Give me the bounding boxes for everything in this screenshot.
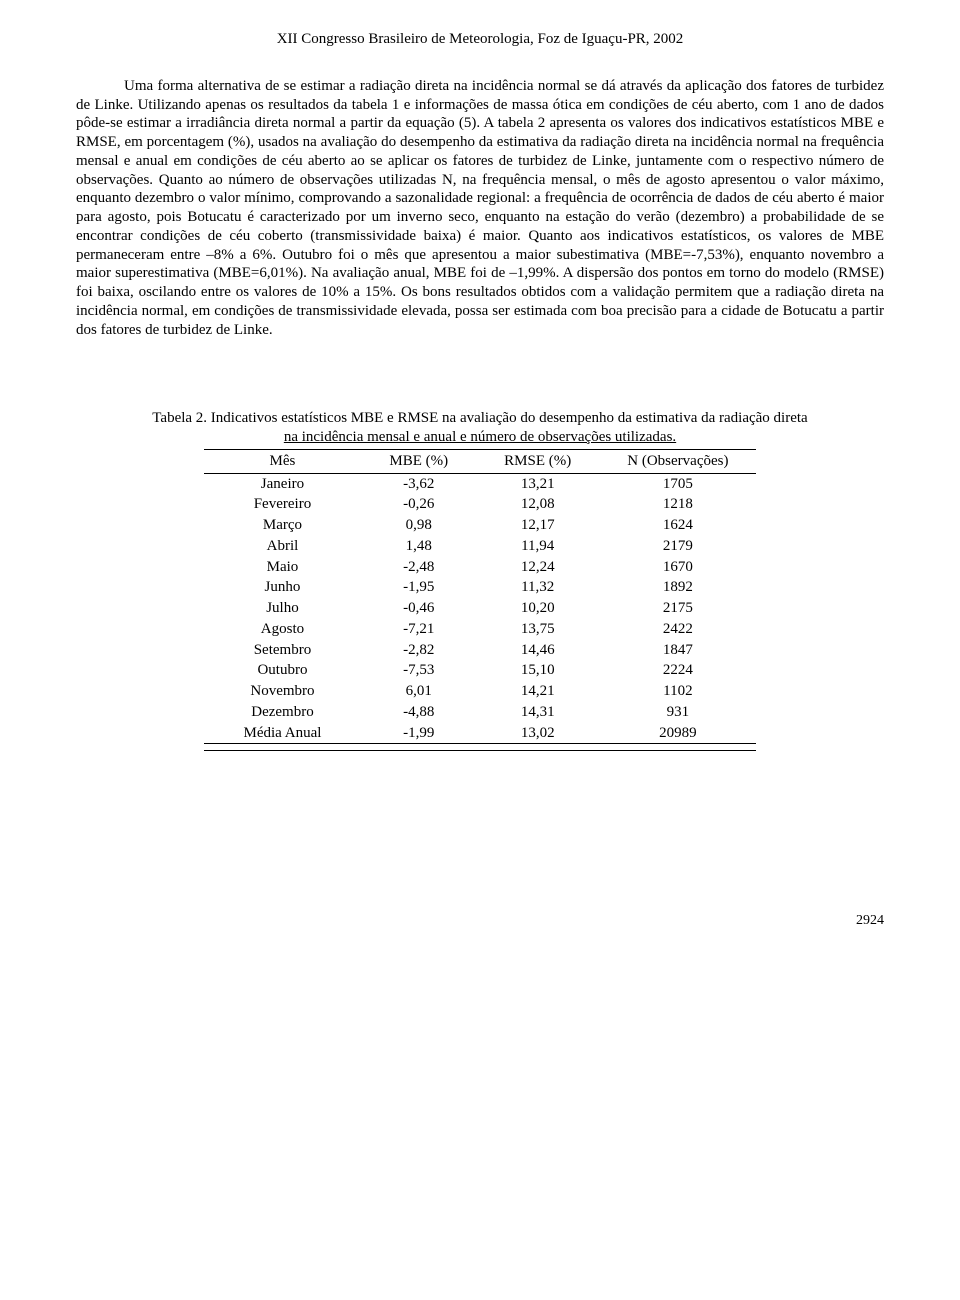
table-row: Outubro-7,5315,102224: [204, 660, 757, 681]
cell-mbe: -3,62: [361, 473, 476, 494]
cell-month: Fevereiro: [204, 494, 362, 515]
cell-rmse: 11,94: [476, 536, 599, 557]
cell-n: 20989: [599, 723, 756, 744]
cell-n: 1705: [599, 473, 756, 494]
table-row: Janeiro-3,6213,211705: [204, 473, 757, 494]
cell-mbe: -7,21: [361, 619, 476, 640]
cell-mbe: -2,82: [361, 640, 476, 661]
table-row: Novembro6,0114,211102: [204, 681, 757, 702]
cell-rmse: 15,10: [476, 660, 599, 681]
cell-month: Abril: [204, 536, 362, 557]
table-row: Abril1,4811,942179: [204, 536, 757, 557]
cell-month: Média Anual: [204, 723, 362, 744]
cell-n: 2422: [599, 619, 756, 640]
cell-n: 1670: [599, 557, 756, 578]
cell-rmse: 13,21: [476, 473, 599, 494]
cell-rmse: 12,24: [476, 557, 599, 578]
table-row: Setembro-2,8214,461847: [204, 640, 757, 661]
cell-month: Setembro: [204, 640, 362, 661]
col-n: N (Observações): [599, 449, 756, 473]
cell-mbe: 1,48: [361, 536, 476, 557]
cell-rmse: 13,02: [476, 723, 599, 744]
cell-mbe: -0,26: [361, 494, 476, 515]
cell-month: Maio: [204, 557, 362, 578]
caption-line-2: na incidência mensal e anual e número de…: [284, 429, 676, 445]
cell-mbe: -2,48: [361, 557, 476, 578]
cell-month: Dezembro: [204, 702, 362, 723]
cell-month: Novembro: [204, 681, 362, 702]
table-rule: [204, 751, 757, 753]
cell-n: 1847: [599, 640, 756, 661]
cell-month: Outubro: [204, 660, 362, 681]
cell-mbe: -7,53: [361, 660, 476, 681]
cell-mbe: -4,88: [361, 702, 476, 723]
cell-n: 1892: [599, 577, 756, 598]
page-header: XII Congresso Brasileiro de Meteorologia…: [76, 30, 884, 49]
cell-mbe: 6,01: [361, 681, 476, 702]
page-number: 2924: [76, 912, 884, 930]
table-header-row: Mês MBE (%) RMSE (%) N (Observações): [204, 449, 757, 473]
cell-mbe: 0,98: [361, 515, 476, 536]
col-mbe: MBE (%): [361, 449, 476, 473]
body-paragraph: Uma forma alternativa de se estimar a ra…: [76, 77, 884, 340]
cell-rmse: 12,17: [476, 515, 599, 536]
cell-rmse: 14,46: [476, 640, 599, 661]
table-caption: Tabela 2. Indicativos estatísticos MBE e…: [76, 409, 884, 447]
cell-month: Junho: [204, 577, 362, 598]
table-row: Março0,9812,171624: [204, 515, 757, 536]
cell-month: Janeiro: [204, 473, 362, 494]
cell-rmse: 10,20: [476, 598, 599, 619]
cell-n: 2175: [599, 598, 756, 619]
col-rmse: RMSE (%): [476, 449, 599, 473]
cell-month: Agosto: [204, 619, 362, 640]
table-rule: [204, 744, 757, 751]
cell-n: 931: [599, 702, 756, 723]
cell-n: 2179: [599, 536, 756, 557]
table-row: Média Anual-1,9913,0220989: [204, 723, 757, 744]
cell-n: 1102: [599, 681, 756, 702]
cell-month: Março: [204, 515, 362, 536]
cell-rmse: 14,21: [476, 681, 599, 702]
table-row: Maio-2,4812,241670: [204, 557, 757, 578]
cell-mbe: -1,99: [361, 723, 476, 744]
table-row: Julho-0,4610,202175: [204, 598, 757, 619]
table-row: Dezembro-4,8814,31931: [204, 702, 757, 723]
cell-rmse: 12,08: [476, 494, 599, 515]
cell-mbe: -1,95: [361, 577, 476, 598]
table-row: Fevereiro-0,2612,081218: [204, 494, 757, 515]
table-row: Junho-1,9511,321892: [204, 577, 757, 598]
cell-month: Julho: [204, 598, 362, 619]
stats-table: Mês MBE (%) RMSE (%) N (Observações) Jan…: [204, 449, 757, 753]
cell-rmse: 11,32: [476, 577, 599, 598]
cell-mbe: -0,46: [361, 598, 476, 619]
cell-n: 1218: [599, 494, 756, 515]
cell-rmse: 13,75: [476, 619, 599, 640]
col-mes: Mês: [204, 449, 362, 473]
cell-n: 1624: [599, 515, 756, 536]
cell-rmse: 14,31: [476, 702, 599, 723]
table-row: Agosto-7,2113,752422: [204, 619, 757, 640]
caption-line-1: Tabela 2. Indicativos estatísticos MBE e…: [152, 410, 807, 426]
cell-n: 2224: [599, 660, 756, 681]
